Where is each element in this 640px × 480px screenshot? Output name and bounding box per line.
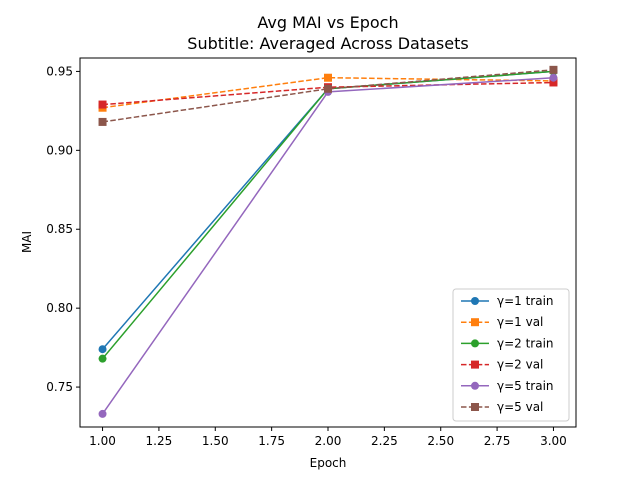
data-point — [549, 78, 558, 87]
legend-item: γ=5 train — [461, 379, 554, 393]
legend-marker — [471, 360, 479, 369]
legend-item: γ=2 val — [461, 358, 543, 372]
data-point — [98, 100, 107, 109]
chart-title: Avg MAI vs Epoch — [257, 13, 398, 32]
data-point — [98, 409, 107, 418]
y-axis: 0.75 0.80 0.85 0.90 0.95 — [46, 64, 80, 394]
legend-item: γ=1 train — [461, 294, 554, 308]
legend-label: γ=2 val — [497, 358, 543, 372]
x-tick-label: 1.50 — [202, 434, 229, 448]
x-tick-label: 3.00 — [540, 434, 567, 448]
x-axis-label: Epoch — [310, 456, 347, 470]
series-layer — [98, 65, 558, 418]
data-point — [98, 345, 107, 354]
legend-label: γ=2 train — [497, 336, 554, 350]
x-tick-label: 2.00 — [315, 434, 342, 448]
data-point — [324, 73, 332, 82]
legend-marker — [471, 318, 479, 327]
legend: γ=1 train γ=1 val γ=2 train γ=2 val γ=5 trai… — [452, 288, 570, 422]
x-tick-label: 1.25 — [146, 434, 173, 448]
y-tick-label: 0.95 — [46, 64, 73, 78]
series-6 — [98, 65, 558, 126]
y-axis-label: MAI — [20, 231, 34, 253]
y-tick-label: 0.80 — [46, 301, 73, 315]
x-tick-label: 1.75 — [258, 434, 285, 448]
data-point — [549, 65, 558, 74]
data-point — [549, 73, 558, 82]
series-line — [102, 76, 554, 109]
x-axis: 1.00 1.25 1.50 1.75 2.00 2.25 2.50 2.75 3.00 — [89, 427, 567, 448]
data-point — [98, 117, 107, 126]
y-tick-label: 0.75 — [46, 380, 73, 394]
legend-marker — [471, 297, 479, 305]
legend-label: γ=1 train — [497, 294, 554, 308]
y-tick-label: 0.85 — [46, 222, 73, 236]
legend-label: γ=5 train — [497, 379, 554, 393]
data-point — [324, 84, 332, 93]
legend-marker — [471, 339, 479, 348]
data-point — [98, 354, 107, 363]
legend-marker — [471, 381, 479, 390]
series-line — [102, 69, 554, 123]
y-tick-label: 0.90 — [46, 143, 73, 157]
x-tick-label: 2.50 — [427, 434, 454, 448]
legend-item: γ=1 val — [461, 315, 543, 329]
legend-label: γ=5 val — [497, 400, 543, 414]
chart-subtitle: Subtitle: Averaged Across Datasets — [187, 34, 468, 53]
x-tick-label: 1.00 — [89, 434, 116, 448]
x-tick-label: 2.25 — [371, 434, 398, 448]
legend-label: γ=1 val — [497, 315, 543, 329]
x-tick-label: 2.75 — [484, 434, 511, 448]
legend-item: γ=2 train — [461, 336, 554, 350]
legend-marker — [471, 403, 479, 411]
legend-item: γ=5 val — [461, 400, 543, 414]
